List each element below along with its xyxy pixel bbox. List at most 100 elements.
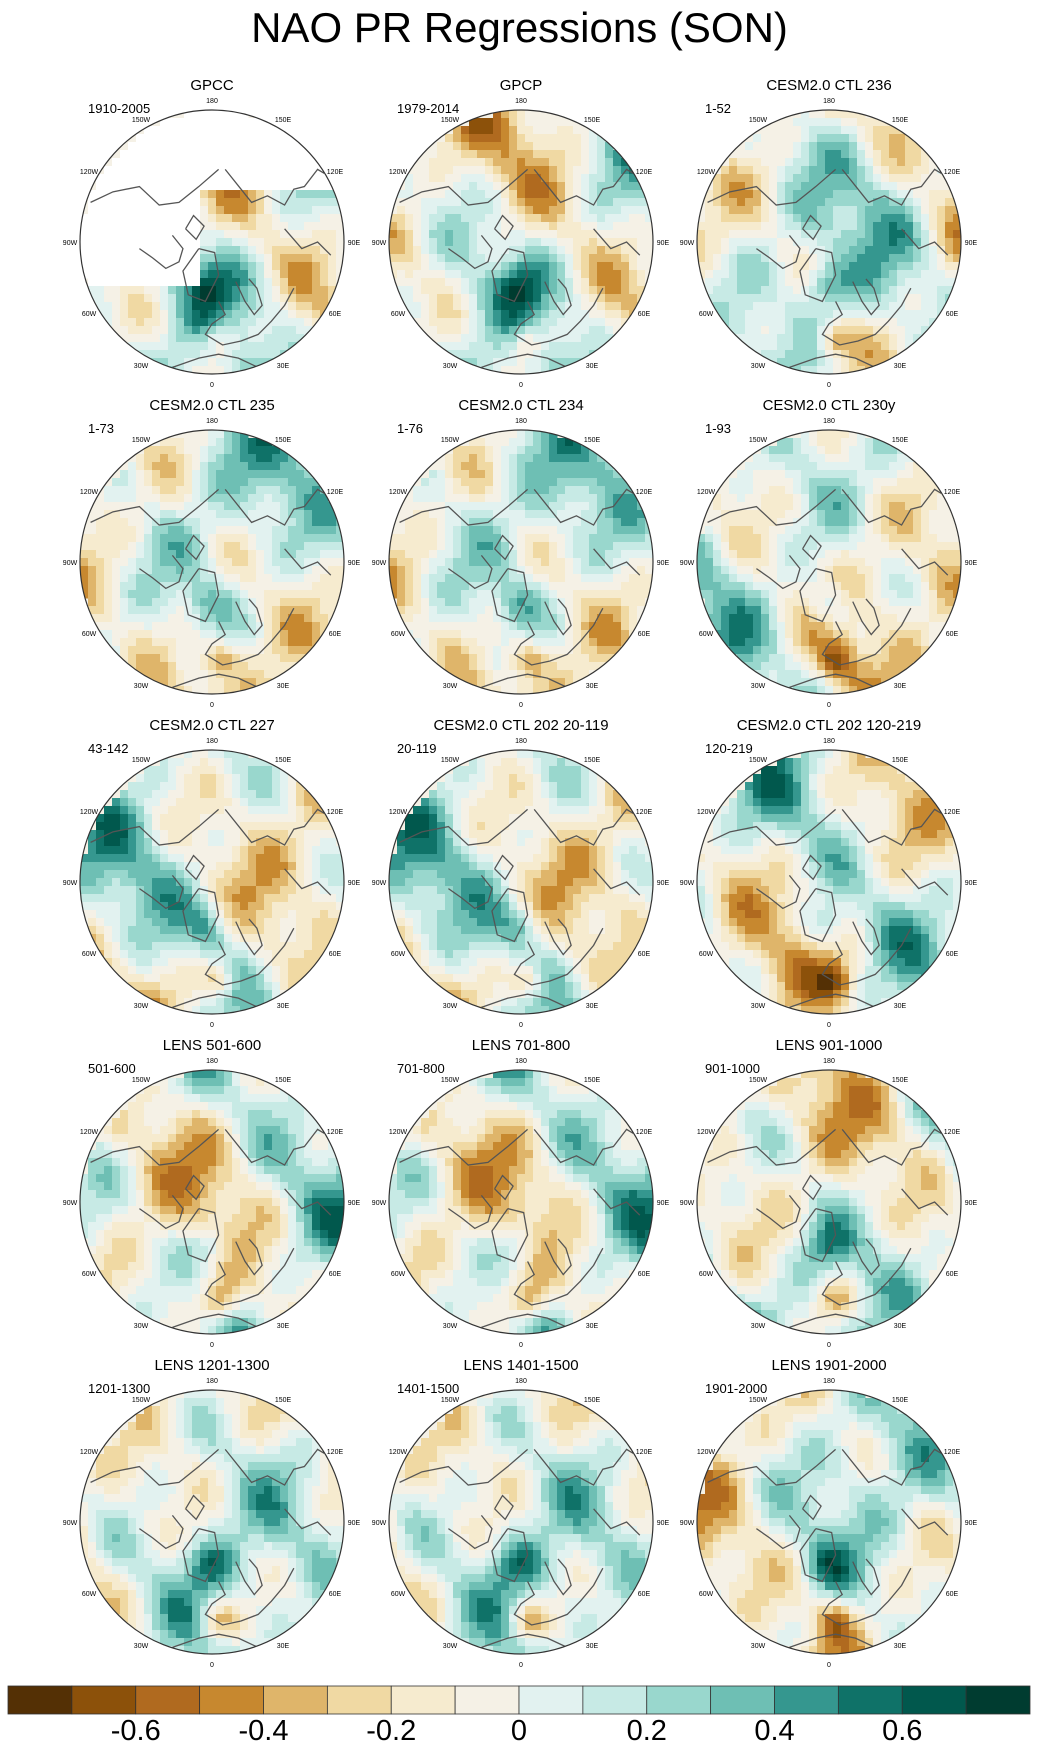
longitude-label: 150W bbox=[132, 757, 151, 764]
longitude-label: 60W bbox=[391, 951, 406, 958]
longitude-label: 150W bbox=[749, 757, 768, 764]
longitude-label: 30E bbox=[586, 1643, 599, 1650]
map-panel: 180 150E 120E 90E 60E 30E 0 30W 60W 90W 120W 150W CE… bbox=[680, 717, 978, 1029]
longitude-label: 60W bbox=[391, 631, 406, 638]
longitude-label: 90E bbox=[657, 880, 670, 887]
longitude-label: 180 bbox=[515, 98, 527, 105]
longitude-label: 120W bbox=[389, 809, 408, 816]
map-panel: 180 150E 120E 90E 60E 30E 0 30W 60W 90W 120W 150W GP… bbox=[372, 77, 670, 389]
map-panels: 180 150E 120E 90E 60E 30E 0 30W 60W 90W 120W 150W GP… bbox=[63, 77, 978, 1669]
colorbar-swatch bbox=[199, 1685, 264, 1715]
longitude-label: 120W bbox=[80, 1449, 99, 1456]
longitude-label: 120W bbox=[389, 489, 408, 496]
longitude-label: 60W bbox=[82, 951, 97, 958]
map-panel: 180 150E 120E 90E 60E 30E 0 30W 60W 90W 120W 150W CE… bbox=[680, 397, 978, 709]
longitude-label: 150E bbox=[892, 437, 909, 444]
longitude-label: 120W bbox=[697, 489, 716, 496]
longitude-label: 30E bbox=[586, 683, 599, 690]
longitude-label: 30W bbox=[751, 1323, 766, 1330]
longitude-label: 150E bbox=[892, 757, 909, 764]
longitude-label: 30E bbox=[277, 683, 290, 690]
longitude-label: 60W bbox=[699, 631, 714, 638]
longitude-label: 30E bbox=[894, 363, 907, 370]
colorbar-swatch bbox=[965, 1685, 1031, 1715]
coastlines bbox=[707, 488, 949, 689]
panel-title: CESM2.0 CTL 227 bbox=[149, 717, 274, 734]
longitude-label: 0 bbox=[210, 1342, 214, 1349]
colorbar-swatch bbox=[837, 1685, 903, 1715]
map-border bbox=[696, 109, 962, 375]
longitude-label: 30E bbox=[277, 1643, 290, 1650]
map-border bbox=[388, 109, 654, 375]
longitude-label: 90W bbox=[372, 1520, 387, 1527]
longitude-label: 30W bbox=[443, 1323, 458, 1330]
colorbar-swatch bbox=[7, 1685, 73, 1715]
longitude-label: 120E bbox=[327, 489, 344, 496]
longitude-label: 60E bbox=[638, 1271, 651, 1278]
anomaly-field bbox=[80, 110, 344, 374]
coastlines bbox=[90, 488, 332, 689]
longitude-label: 60E bbox=[946, 311, 959, 318]
coastlines bbox=[399, 1128, 641, 1329]
longitude-label: 30W bbox=[751, 363, 766, 370]
panel-title: GPCC bbox=[190, 77, 234, 94]
longitude-label: 180 bbox=[206, 1058, 218, 1065]
longitude-label: 0 bbox=[827, 702, 831, 709]
anomaly-field bbox=[389, 1390, 653, 1654]
longitude-label: 90W bbox=[680, 1200, 695, 1207]
map-border bbox=[79, 1069, 345, 1335]
panel-period: 43-142 bbox=[88, 741, 128, 756]
longitude-label: 60E bbox=[329, 1591, 342, 1598]
panel-title: CESM2.0 CTL 236 bbox=[766, 77, 891, 94]
longitude-label: 180 bbox=[823, 1378, 835, 1385]
map-border bbox=[388, 1069, 654, 1335]
longitude-label: 30W bbox=[751, 1003, 766, 1010]
longitude-label: 120W bbox=[697, 169, 716, 176]
colorbar-swatch bbox=[71, 1685, 137, 1715]
longitude-label: 90E bbox=[965, 1200, 978, 1207]
map-border bbox=[696, 1069, 962, 1335]
coastlines bbox=[90, 1448, 332, 1649]
longitude-label: 90E bbox=[657, 560, 670, 567]
longitude-label: 150W bbox=[441, 757, 460, 764]
longitude-label: 150W bbox=[132, 1397, 151, 1404]
anomaly-field bbox=[80, 430, 344, 694]
colorbar-swatch bbox=[390, 1685, 456, 1715]
map-border bbox=[79, 429, 345, 695]
longitude-label: 30W bbox=[751, 683, 766, 690]
longitude-label: 90E bbox=[965, 880, 978, 887]
longitude-label: 150W bbox=[749, 437, 768, 444]
panel-period: 1979-2014 bbox=[397, 101, 459, 116]
longitude-label: 90W bbox=[372, 880, 387, 887]
longitude-label: 30W bbox=[751, 1643, 766, 1650]
panel-title: LENS 901-1000 bbox=[776, 1037, 883, 1054]
longitude-label: 30E bbox=[277, 1003, 290, 1010]
panel-title: LENS 1201-1300 bbox=[154, 1357, 269, 1374]
panel-period: 1201-1300 bbox=[88, 1381, 150, 1396]
colorbar-tick-label: 0.2 bbox=[627, 1715, 667, 1747]
longitude-label: 120W bbox=[697, 1129, 716, 1136]
longitude-label: 180 bbox=[823, 738, 835, 745]
longitude-label: 30E bbox=[277, 1323, 290, 1330]
longitude-label: 150E bbox=[275, 117, 292, 124]
longitude-label: 120E bbox=[327, 169, 344, 176]
longitude-label: 0 bbox=[827, 382, 831, 389]
longitude-label: 60W bbox=[82, 1591, 97, 1598]
colorbar-swatch bbox=[135, 1685, 201, 1715]
longitude-label: 30W bbox=[134, 363, 149, 370]
longitude-label: 180 bbox=[823, 418, 835, 425]
longitude-label: 120E bbox=[327, 1449, 344, 1456]
longitude-label: 30E bbox=[586, 1323, 599, 1330]
longitude-label: 30E bbox=[586, 363, 599, 370]
longitude-label: 150W bbox=[441, 117, 460, 124]
longitude-label: 0 bbox=[210, 702, 214, 709]
longitude-label: 60E bbox=[638, 1591, 651, 1598]
longitude-label: 150E bbox=[584, 1077, 601, 1084]
map-border bbox=[79, 1389, 345, 1655]
panel-period: 1910-2005 bbox=[88, 101, 150, 116]
map-panel: 180 150E 120E 90E 60E 30E 0 30W 60W 90W 120W 150W LE… bbox=[372, 1357, 670, 1669]
longitude-label: 120W bbox=[80, 809, 99, 816]
coastlines bbox=[399, 488, 641, 689]
longitude-label: 0 bbox=[827, 1662, 831, 1669]
coastlines bbox=[707, 808, 949, 1009]
